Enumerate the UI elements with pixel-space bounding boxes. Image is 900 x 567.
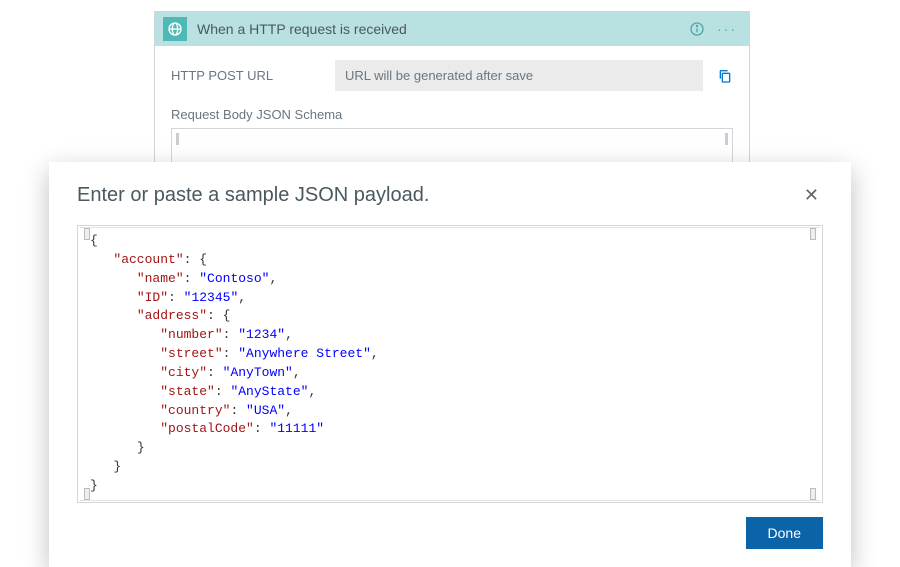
json-editor[interactable]: { "account": { "name": "Contoso", "ID": …	[77, 225, 823, 503]
url-row: HTTP POST URL URL will be generated afte…	[171, 60, 733, 91]
http-trigger-card: When a HTTP request is received ··· HTTP…	[154, 11, 750, 185]
trigger-header[interactable]: When a HTTP request is received ···	[155, 12, 749, 46]
url-value: URL will be generated after save	[335, 60, 703, 91]
trigger-title: When a HTTP request is received	[197, 21, 679, 37]
done-button[interactable]: Done	[746, 517, 823, 549]
close-icon[interactable]: ✕	[800, 184, 823, 206]
json-content[interactable]: { "account": { "name": "Contoso", "ID": …	[86, 232, 814, 496]
info-icon[interactable]	[689, 21, 705, 37]
copy-icon[interactable]	[717, 68, 733, 84]
url-label: HTTP POST URL	[171, 68, 321, 83]
sample-payload-dialog: Enter or paste a sample JSON payload. ✕ …	[49, 162, 851, 567]
http-trigger-icon	[163, 17, 187, 41]
more-icon[interactable]: ···	[715, 21, 739, 37]
dialog-title: Enter or paste a sample JSON payload.	[77, 184, 800, 207]
schema-label: Request Body JSON Schema	[171, 107, 733, 122]
